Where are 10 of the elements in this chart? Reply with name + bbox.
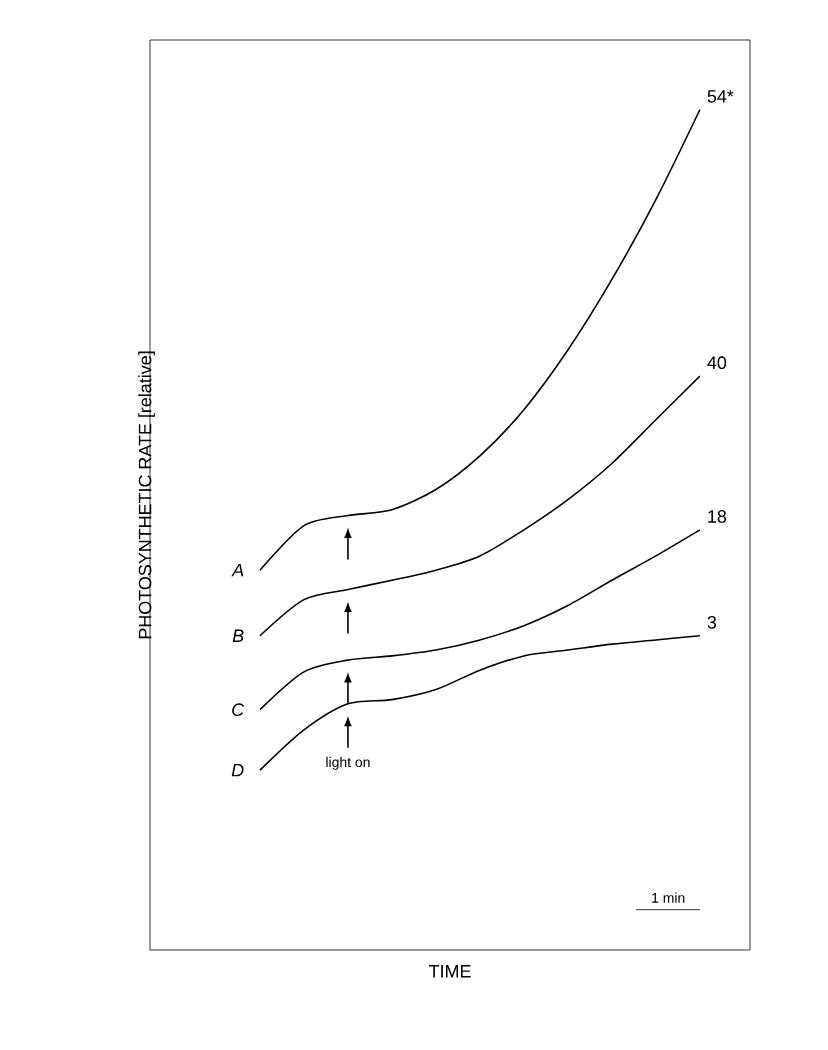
series-label: 18	[708, 510, 727, 523]
series-label: 54*	[707, 90, 734, 103]
x-axis-title: TIME	[428, 965, 471, 978]
series-label: 40	[707, 356, 727, 370]
annotation: A	[231, 564, 244, 577]
annotation: B	[232, 629, 244, 642]
y-axis-title: PHOTOSYNTHETIC RATE [relative]	[138, 351, 155, 639]
annotation: D	[231, 764, 244, 777]
series-label: 3	[707, 615, 717, 629]
annotation: C	[232, 703, 245, 717]
